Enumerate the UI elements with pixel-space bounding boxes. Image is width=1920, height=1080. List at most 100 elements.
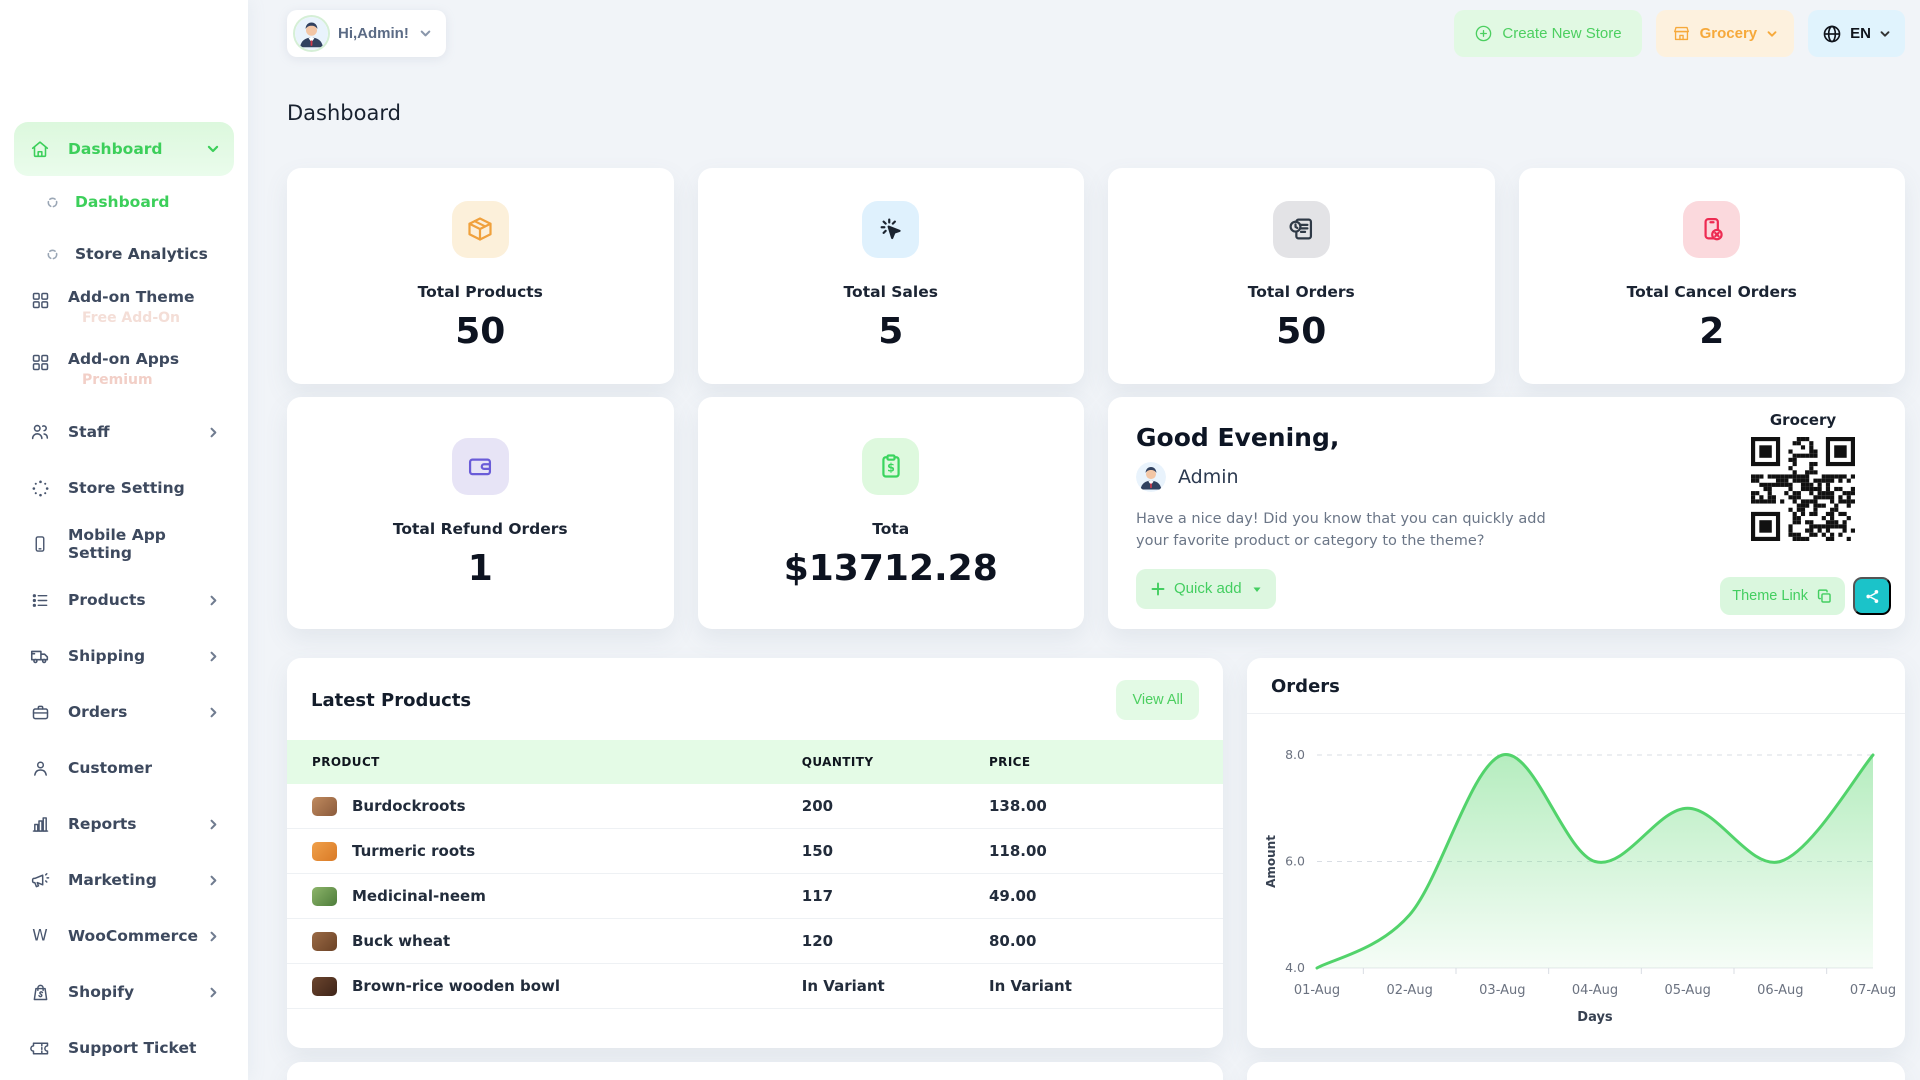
latest-products-card: Latest Products View All Product Quantit… (287, 658, 1223, 1048)
store-name-label: Grocery (1699, 25, 1758, 42)
sidebar-item-reports[interactable]: Reports (14, 796, 234, 852)
stat-card-total-amount: $ Tota $13712.28 (697, 397, 1084, 629)
sidebar-item-addon-theme[interactable]: Add-on Theme Free Add-On (14, 280, 234, 342)
sidebar-item-dashboard[interactable]: Dashboard (14, 176, 234, 228)
column-header-product: Product (312, 755, 380, 769)
sidebar-item-support-ticket[interactable]: Support Ticket (14, 1020, 234, 1076)
stat-label: Tota (872, 519, 910, 538)
chevron-right-icon (207, 426, 220, 439)
store-qr-code (1751, 437, 1855, 541)
sidebar-item-addon-apps[interactable]: Add-on Apps Premium (14, 342, 234, 404)
quick-add-button[interactable]: Quick add (1136, 568, 1276, 609)
list-icon (28, 588, 52, 612)
stat-value: 5 (878, 310, 904, 352)
chevron-down-icon (1879, 28, 1891, 40)
product-price: 138.00 (988, 797, 1047, 815)
sidebar-item-store-setting[interactable]: Store Setting (14, 460, 234, 516)
theme-link-label: Theme Link (1732, 588, 1808, 604)
stat-value: $13712.28 (783, 547, 998, 589)
avatar (295, 17, 328, 50)
product-thumbnail (312, 931, 337, 951)
stat-card-total-orders: Total Orders 50 (1108, 168, 1495, 384)
sidebar: Dashboard Dashboard Store Analytics (0, 0, 248, 1080)
product-price: In Variant (988, 977, 1072, 995)
premium-badge: Premium (82, 372, 153, 388)
sidebar-item-staff[interactable]: Staff (14, 404, 234, 460)
sidebar-item-label: Marketing (68, 871, 157, 889)
shopify-bag-icon (28, 980, 52, 1004)
sidebar-item-orders[interactable]: Orders (14, 684, 234, 740)
sidebar-item-dashboard-parent[interactable]: Dashboard (14, 122, 234, 176)
sidebar-item-marketing[interactable]: Marketing (14, 852, 234, 908)
package-icon (451, 200, 509, 258)
share-button[interactable] (1853, 577, 1891, 615)
sidebar-item-customer[interactable]: Customer (14, 740, 234, 796)
copy-icon (1816, 588, 1833, 605)
sidebar-item-label: Add-on Apps (68, 350, 180, 368)
sidebar-item-label: Shipping (68, 647, 146, 665)
sidebar-item-label: WooCommerce (68, 927, 199, 945)
chevron-right-icon (207, 818, 220, 831)
chevron-down-icon (1766, 28, 1778, 40)
stat-label: Total Cancel Orders (1626, 282, 1797, 301)
product-thumbnail (312, 976, 337, 996)
chevron-down-icon (419, 27, 432, 40)
storefront-icon (1672, 24, 1691, 43)
column-header-quantity: Quantity (801, 755, 874, 769)
users-icon (28, 420, 52, 444)
qr-store-label: Grocery (1769, 411, 1837, 429)
sidebar-item-store-analytics[interactable]: Store Analytics (14, 228, 234, 280)
chevron-right-icon (207, 874, 220, 887)
product-quantity: 117 (801, 887, 834, 905)
circle-bullet-icon (45, 247, 59, 261)
woocommerce-icon: W (28, 924, 52, 948)
caret-down-icon (1252, 584, 1262, 594)
sidebar-item-label: Customer (68, 759, 153, 777)
sidebar-item-label: Orders (68, 703, 128, 721)
store-switcher-button[interactable]: Grocery (1655, 10, 1795, 57)
cancel-order-icon (1683, 200, 1741, 258)
partial-card (1247, 1062, 1905, 1080)
view-all-button[interactable]: View All (1116, 680, 1199, 720)
admin-profile-button[interactable]: Hi,Admin! (287, 10, 446, 57)
orders-chart-card: Orders 8.0 6.0 4.0 01-Aug 02-Aug 03-Aug 04-Aug… (1247, 658, 1905, 1048)
language-label: EN (1850, 25, 1871, 42)
product-name: Medicinal-neem (352, 887, 486, 905)
create-new-store-button[interactable]: Create New Store (1454, 10, 1642, 57)
sidebar-item-mobile-app-setting[interactable]: Mobile App Setting (14, 516, 234, 572)
cursor-click-icon (862, 200, 920, 258)
dotted-circle-settings-icon (28, 476, 52, 500)
ticket-icon (28, 1036, 52, 1060)
theme-link-button[interactable]: Theme Link (1720, 577, 1845, 615)
stat-card-total-refund-orders: Total Refund Orders 1 (287, 397, 674, 629)
sidebar-item-shipping[interactable]: Shipping (14, 628, 234, 684)
page-title: Dashboard (287, 101, 401, 125)
svg-text:04-Aug: 04-Aug (1572, 983, 1618, 998)
greeting-label: Hi,Admin! (338, 25, 409, 42)
sidebar-item-shopify[interactable]: Shopify (14, 964, 234, 1020)
product-thumbnail (312, 796, 337, 816)
chevron-right-icon (207, 706, 220, 719)
stat-value: 2 (1699, 310, 1725, 352)
svg-text:Amount: Amount (1264, 835, 1278, 888)
stat-value: 50 (1276, 310, 1327, 352)
order-document-icon (1272, 200, 1330, 258)
bar-chart-icon (28, 812, 52, 836)
language-selector-button[interactable]: EN (1808, 10, 1905, 57)
product-thumbnail (312, 841, 337, 861)
sidebar-item-products[interactable]: Products (14, 572, 234, 628)
sidebar-item-label: Shopify (68, 983, 135, 1001)
svg-text:Days: Days (1577, 1010, 1613, 1025)
stat-label: Total Refund Orders (392, 519, 568, 538)
megaphone-icon (28, 868, 52, 892)
sidebar-item-label: Reports (68, 815, 137, 833)
table-row: Burdockroots 200 138.00 (287, 784, 1223, 829)
svg-text:4.0: 4.0 (1285, 960, 1305, 975)
table-header: Product Quantity Price (287, 740, 1223, 784)
stat-card-total-cancel-orders: Total Cancel Orders 2 (1518, 168, 1905, 384)
sidebar-item-woocommerce[interactable]: W WooCommerce (14, 908, 234, 964)
quick-add-label: Quick add (1174, 580, 1242, 598)
clipboard-dollar-icon: $ (862, 437, 920, 495)
truck-icon (28, 644, 52, 668)
